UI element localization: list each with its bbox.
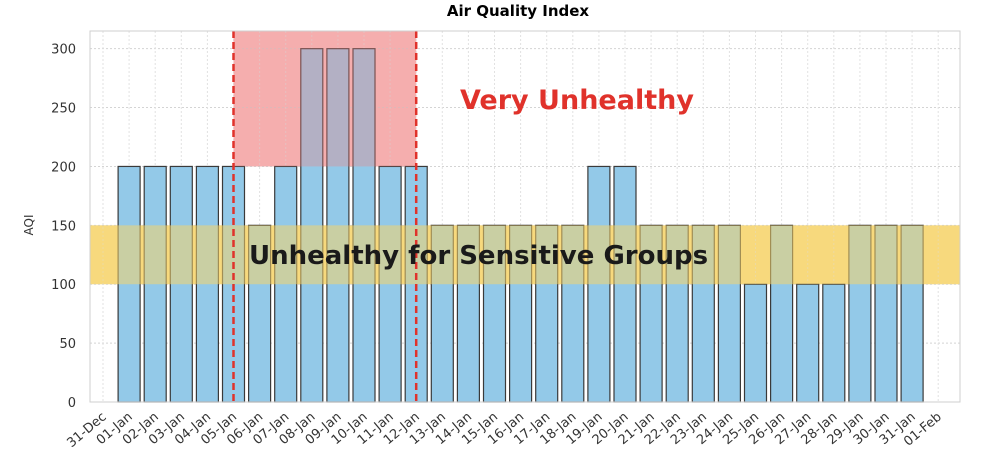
plot-frame — [89, 30, 961, 403]
y-tick-label: 150 — [51, 219, 76, 234]
bar-28-Jan — [822, 283, 846, 403]
y-tick-label: 300 — [51, 43, 76, 58]
y-tick-label: 250 — [51, 102, 76, 117]
y-tick-label: 50 — [59, 337, 76, 352]
chart-title: Air Quality Index — [447, 2, 590, 20]
bar-27-Jan — [796, 283, 820, 403]
very-unhealthy-label: Very Unhealthy — [460, 85, 694, 116]
sensitive-groups-label: Unhealthy for Sensitive Groups — [249, 241, 708, 271]
y-axis-label: AQI — [22, 215, 36, 236]
y-tick-label: 0 — [68, 396, 76, 411]
overlay-layer — [90, 31, 960, 402]
bar-25-Jan — [743, 283, 768, 403]
sensitive-groups-band-overlay — [90, 225, 960, 285]
very-unhealthy-band-overlay — [233, 31, 417, 167]
y-tick-label: 200 — [51, 160, 76, 175]
very-unhealthy-band — [233, 31, 417, 167]
y-tick-label: 100 — [51, 278, 76, 293]
